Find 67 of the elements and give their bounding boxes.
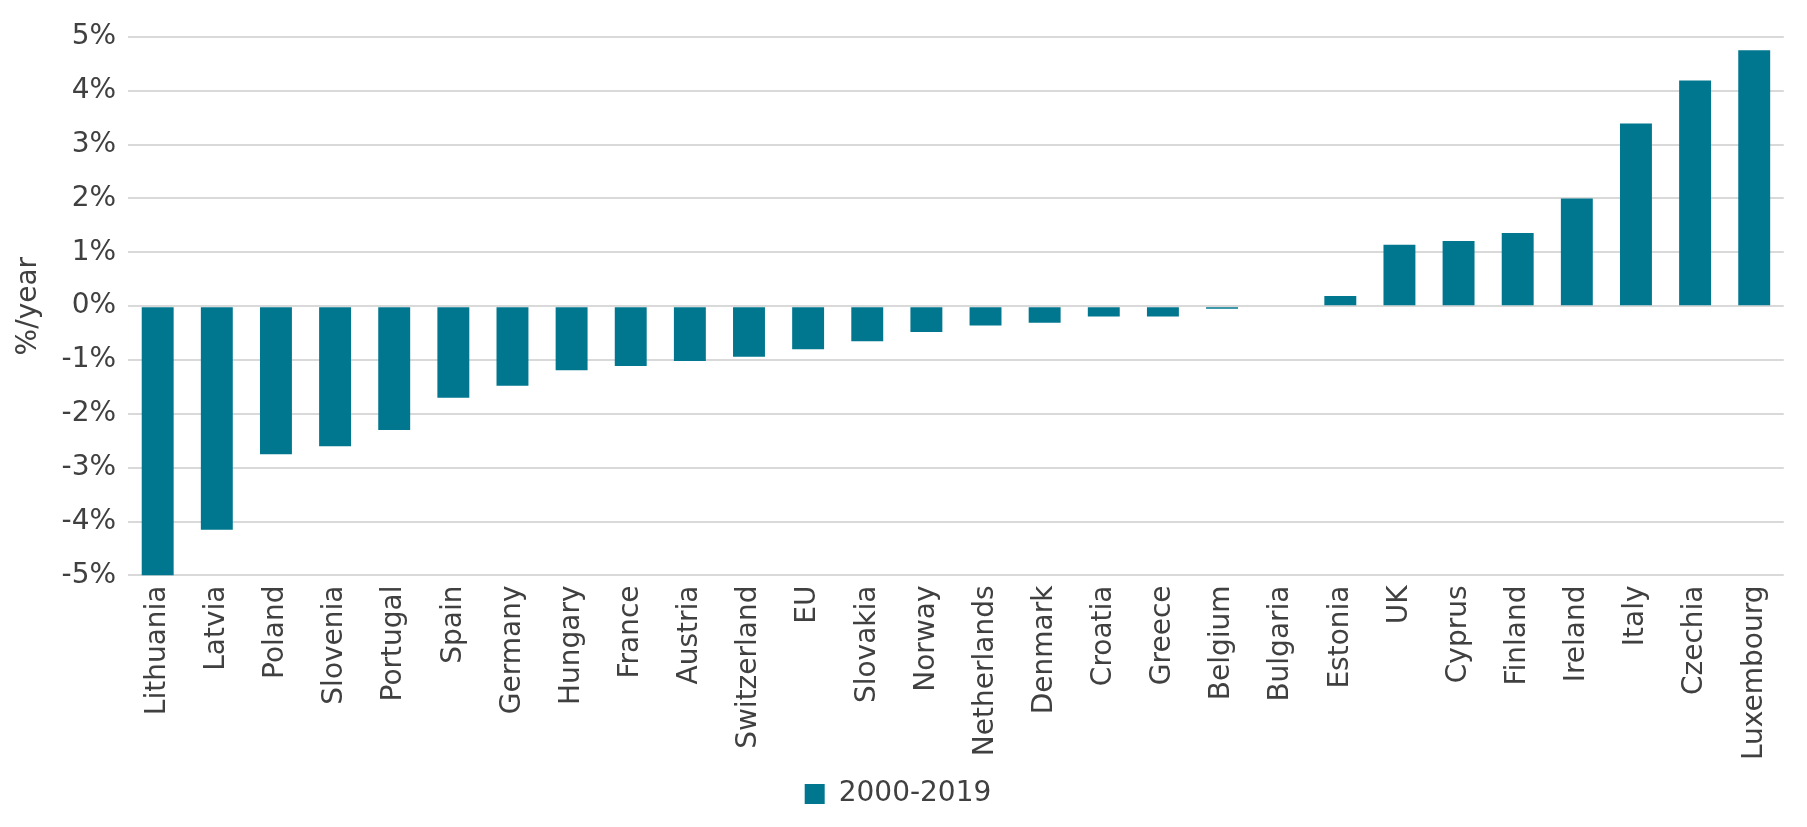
bar bbox=[437, 307, 470, 398]
x-tick-label: Ireland bbox=[1558, 585, 1592, 683]
bar bbox=[259, 307, 292, 455]
y-tick-label: 4% bbox=[71, 71, 117, 105]
bar bbox=[614, 307, 647, 366]
x-tick-label: France bbox=[612, 585, 646, 679]
bar bbox=[1560, 198, 1593, 306]
x-tick-label: Latvia bbox=[198, 585, 232, 671]
y-tick-label: -2% bbox=[61, 395, 117, 429]
x-tick-label: Italy bbox=[1617, 585, 1651, 647]
bar bbox=[910, 307, 943, 332]
y-tick-label: -5% bbox=[61, 556, 117, 590]
x-tick-label: Portugal bbox=[375, 585, 409, 702]
x-tick-label: Denmark bbox=[1025, 584, 1059, 715]
x-tick-label: Slovenia bbox=[316, 585, 350, 705]
bar bbox=[1679, 80, 1712, 306]
bar bbox=[1028, 307, 1061, 323]
x-tick-label: Hungary bbox=[552, 585, 586, 706]
bar bbox=[1619, 123, 1652, 306]
x-tick-label: EU bbox=[789, 585, 823, 624]
bar bbox=[733, 307, 765, 357]
bar bbox=[1738, 50, 1771, 306]
x-tick-label: Slovakia bbox=[848, 585, 882, 704]
x-tick-label: Netherlands bbox=[966, 585, 1000, 757]
bar bbox=[200, 307, 233, 530]
x-tick-label: Austria bbox=[671, 585, 705, 685]
bar bbox=[1501, 232, 1534, 306]
x-tick-label: UK bbox=[1380, 584, 1414, 625]
x-tick-label: Cyprus bbox=[1439, 585, 1473, 684]
bar bbox=[555, 307, 588, 371]
x-tick-label: Poland bbox=[257, 585, 291, 679]
x-tick-label: Luxembourg bbox=[1735, 585, 1769, 761]
y-axis-title: %/year bbox=[10, 256, 44, 356]
x-tick-label: Greece bbox=[1144, 585, 1178, 686]
y-tick-label: 2% bbox=[71, 179, 117, 213]
bar bbox=[851, 307, 884, 342]
x-tick-label: Bulgaria bbox=[1262, 585, 1296, 702]
bar bbox=[319, 307, 352, 447]
x-tick-label: Estonia bbox=[1321, 585, 1355, 689]
bar bbox=[1087, 307, 1120, 317]
x-tick-label: Spain bbox=[434, 585, 468, 664]
bar bbox=[673, 307, 706, 362]
y-tick-label: -3% bbox=[61, 449, 117, 483]
x-tick-label: Croatia bbox=[1085, 585, 1119, 687]
bar bbox=[496, 307, 529, 386]
y-tick-label: 0% bbox=[71, 287, 117, 321]
x-tick-label: Switzerland bbox=[730, 585, 764, 749]
x-tick-label: Belgium bbox=[1203, 585, 1237, 701]
y-tick-label: 1% bbox=[71, 233, 117, 267]
x-tick-label: Lithuania bbox=[138, 585, 172, 716]
x-tick-label: Finland bbox=[1498, 585, 1532, 686]
bar bbox=[792, 307, 825, 350]
bar bbox=[1383, 244, 1416, 306]
bar bbox=[1146, 307, 1179, 317]
x-tick-label: Norway bbox=[907, 585, 941, 692]
bar bbox=[1442, 240, 1475, 306]
y-tick-label: -4% bbox=[61, 502, 117, 536]
bar bbox=[969, 307, 1002, 326]
x-tick-label: Germany bbox=[493, 585, 527, 715]
y-tick-label: 5% bbox=[71, 18, 117, 52]
legend-label: 2000-2019 bbox=[838, 775, 992, 809]
y-tick-label: 3% bbox=[71, 125, 117, 159]
bar bbox=[378, 307, 411, 431]
bar bbox=[1324, 295, 1357, 306]
y-tick-label: -1% bbox=[61, 341, 117, 375]
bar bbox=[141, 307, 174, 576]
x-tick-label: Czechia bbox=[1676, 585, 1710, 696]
